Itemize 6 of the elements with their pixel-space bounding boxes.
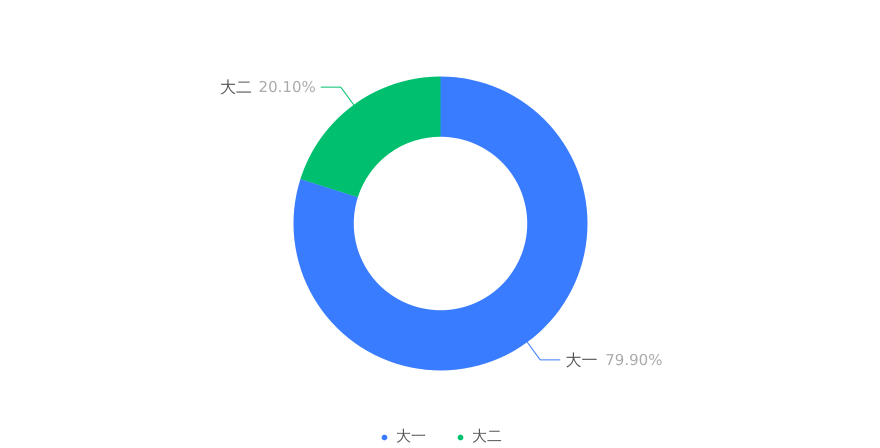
data-label: 79.90%	[605, 350, 662, 369]
slice-label: 大二	[220, 78, 252, 97]
legend-label: 大二	[472, 427, 502, 446]
slice-label: 大一	[565, 350, 598, 370]
data-label: 20.10%	[258, 78, 316, 96]
legend-label: 大一	[396, 427, 426, 446]
